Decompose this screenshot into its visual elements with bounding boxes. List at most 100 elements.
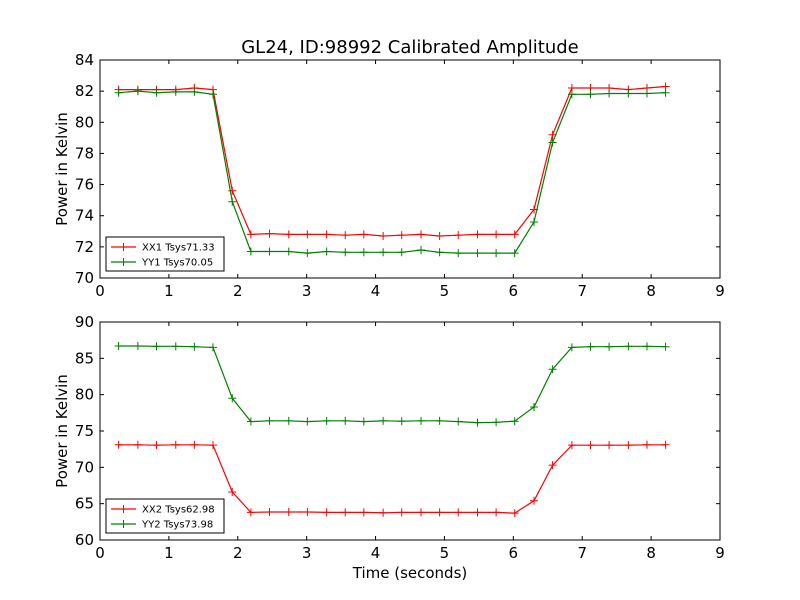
data-point (228, 394, 237, 403)
data-point (284, 247, 293, 256)
data-point (322, 247, 331, 256)
data-point (228, 488, 237, 497)
data-point (417, 416, 426, 425)
legend-label: XX2 Tsys62.98 (142, 505, 215, 516)
x-tick-label: 6 (509, 282, 519, 300)
legend-marker (119, 520, 128, 528)
data-point (624, 342, 633, 351)
data-point (341, 231, 350, 240)
data-point (359, 248, 368, 257)
data-point (114, 440, 123, 449)
data-point (548, 138, 557, 147)
y-tick-label: 84 (75, 51, 94, 69)
data-point (359, 417, 368, 426)
data-point (171, 87, 180, 96)
data-point (510, 509, 519, 518)
x-tick-label: 8 (646, 282, 656, 300)
legend: XX1 Tsys71.33 YY1 Tsys70.05 (105, 236, 225, 272)
data-point (379, 248, 388, 257)
data-point (379, 508, 388, 517)
y-tick-label: 76 (75, 176, 94, 194)
data-point (530, 496, 538, 505)
data-point (322, 416, 331, 425)
data-point (492, 418, 501, 427)
data-point (473, 249, 482, 258)
data-point (265, 508, 274, 517)
chart-panel-2: 0 1 2 3 4 5 6 7 8 9 60 65 70 75 80 85 90 Power in Kelvin T… (53, 313, 725, 582)
data-point (661, 88, 670, 97)
x-tick-label: 1 (164, 282, 174, 300)
data-point (510, 249, 519, 258)
x-tick-label: 9 (715, 544, 725, 562)
y-tick-label: 74 (75, 207, 94, 225)
y-tick-label: 75 (75, 422, 94, 440)
x-tick-label: 2 (233, 544, 243, 562)
data-point (359, 230, 368, 239)
data-point (567, 441, 576, 450)
y-tick-label: 65 (75, 495, 94, 513)
data-point (114, 88, 123, 97)
data-point (605, 89, 614, 98)
x-tick-label: 0 (95, 282, 105, 300)
x-tick-label: 3 (302, 282, 312, 300)
legend: XX2 Tsys62.98 YY2 Tsys73.98 (105, 498, 225, 534)
data-point (605, 441, 614, 450)
x-tick-label: 5 (440, 282, 450, 300)
y-tick-label: 70 (75, 269, 94, 287)
data-point (642, 440, 651, 449)
data-point (417, 230, 426, 239)
x-tick-label: 5 (440, 544, 450, 562)
legend-marker (119, 258, 128, 266)
data-point (567, 343, 576, 352)
y-axis-label: Power in Kelvin (53, 112, 71, 226)
data-point (492, 508, 501, 517)
data-point (190, 87, 199, 96)
data-point (642, 89, 651, 98)
series-line (118, 345, 666, 424)
y-tick-label: 80 (75, 113, 94, 131)
chart-title: GL24, ID:98992 Calibrated Amplitude (241, 37, 579, 58)
x-tick-label: 6 (509, 544, 519, 562)
data-point (454, 231, 463, 240)
y-axis-label: Power in Kelvin (53, 374, 71, 488)
legend-marker (119, 243, 128, 251)
data-point (586, 441, 595, 450)
data-point (435, 248, 444, 257)
data-point (379, 231, 388, 240)
data-point (510, 230, 519, 239)
series-2 (114, 341, 670, 427)
data-point (454, 508, 463, 517)
data-point (171, 440, 180, 449)
legend-label: YY1 Tsys70.05 (141, 258, 213, 269)
data-point (435, 508, 444, 517)
data-point (190, 440, 199, 449)
data-point (624, 441, 633, 450)
x-tick-label: 0 (95, 544, 105, 562)
y-tick-label: 90 (75, 313, 94, 331)
data-point (605, 342, 614, 351)
data-point (586, 90, 595, 99)
series-1 (114, 82, 670, 240)
x-tick-label: 4 (371, 544, 381, 562)
data-point (642, 342, 651, 351)
legend-marker (119, 505, 128, 513)
legend-label: XX1 Tsys71.33 (142, 243, 215, 254)
data-point (473, 230, 482, 239)
data-point (548, 365, 557, 374)
data-point (397, 417, 406, 426)
data-point (397, 508, 406, 517)
data-point (417, 508, 426, 517)
data-point (114, 341, 123, 350)
data-point (492, 249, 501, 258)
series-2 (114, 87, 670, 258)
data-point (322, 508, 331, 517)
x-tick-label: 8 (646, 544, 656, 562)
legend-box (105, 236, 225, 272)
x-tick-label: 3 (302, 544, 312, 562)
data-point (322, 230, 331, 239)
data-point (152, 342, 161, 351)
data-point (454, 249, 463, 258)
data-point (190, 342, 199, 351)
data-point (171, 342, 180, 351)
